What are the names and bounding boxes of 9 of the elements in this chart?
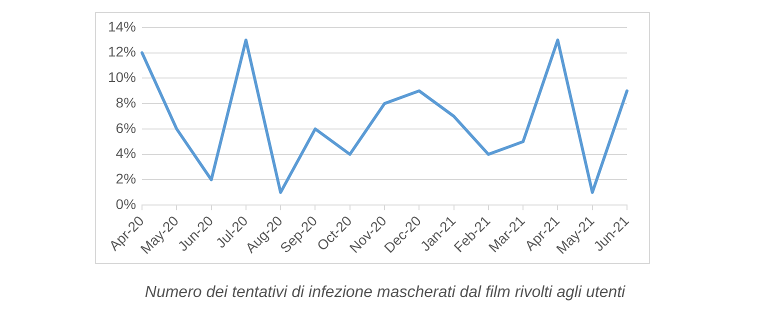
y-tick-label: 8%	[116, 94, 136, 110]
y-tick-label: 0%	[116, 196, 136, 212]
y-tick-label: 14%	[108, 18, 136, 34]
y-tick-label: 10%	[108, 69, 136, 86]
y-tick-label: 4%	[116, 145, 136, 162]
text: Numero dei tentativi di infezione mascherati dal film rivolti agli utenti	[144, 284, 626, 302]
y-tick-label: 6%	[116, 120, 136, 136]
y-tick-label: 12%	[108, 44, 136, 60]
y-tick-label: 2%	[116, 170, 136, 187]
